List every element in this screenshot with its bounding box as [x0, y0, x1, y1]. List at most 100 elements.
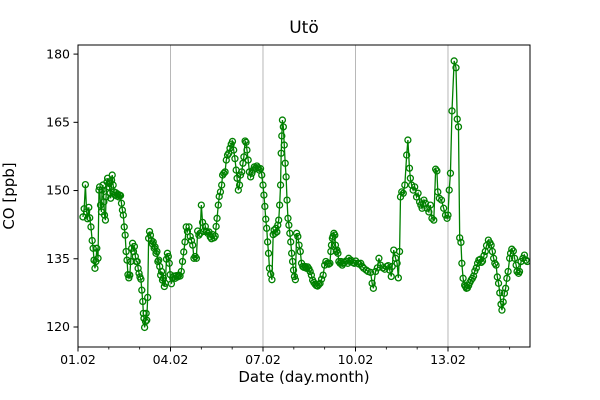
data-point-marker [214, 201, 222, 209]
data-point-marker [98, 186, 106, 194]
data-point-marker [337, 257, 345, 266]
data-point-marker [271, 229, 279, 237]
data-point-marker [231, 155, 239, 163]
data-point-marker [433, 167, 441, 175]
data-series [79, 57, 530, 332]
data-point-marker [399, 189, 407, 197]
x-axis-label: Date (day.month) [238, 368, 370, 386]
data-point-marker [180, 248, 188, 256]
data-point-marker [147, 236, 156, 245]
data-point-marker [119, 211, 127, 219]
data-point-marker [317, 275, 326, 283]
data-point-marker [101, 216, 110, 224]
data-point-marker [401, 181, 409, 189]
data-point-marker [368, 279, 376, 287]
data-point-marker [141, 317, 150, 326]
data-point-marker [488, 247, 497, 256]
data-point-marker [472, 264, 481, 272]
data-point-marker [489, 254, 498, 262]
data-point-marker [85, 203, 93, 212]
data-point-marker [434, 188, 442, 196]
data-point-marker [522, 256, 530, 264]
data-point-marker [153, 247, 161, 256]
data-point-marker [286, 229, 294, 237]
data-point-marker [118, 206, 127, 214]
data-point-marker [120, 223, 128, 231]
data-point-marker [280, 141, 288, 149]
data-point-marker [91, 264, 99, 272]
data-point-marker [405, 164, 414, 172]
data-point-marker [275, 216, 283, 224]
data-point-marker [215, 192, 223, 201]
y-tick-label: 165 [46, 115, 70, 130]
data-point-marker [157, 267, 166, 276]
data-point-marker [504, 267, 512, 276]
data-point-marker [100, 211, 109, 219]
plot-frame [77, 44, 531, 348]
data-point-marker [288, 257, 297, 266]
data-point-marker [109, 181, 117, 189]
data-point-marker [499, 298, 507, 306]
data-point-marker [454, 123, 463, 131]
x-tick-label: 13.02 [430, 352, 466, 367]
data-point-marker [277, 149, 285, 157]
data-point-marker [117, 199, 126, 207]
data-point-marker [500, 289, 509, 297]
data-point-marker [211, 232, 219, 240]
data-point-marker [89, 244, 97, 252]
data-point-marker [145, 227, 154, 236]
data-point-marker [275, 201, 284, 209]
data-point-marker [234, 186, 242, 194]
data-point-marker [126, 271, 134, 279]
data-point-marker [197, 201, 205, 209]
data-point-marker [329, 232, 337, 241]
data-point-marker [181, 238, 189, 246]
data-point-marker [387, 272, 395, 281]
data-point-marker [307, 271, 316, 279]
data-point-marker [505, 254, 514, 262]
data-point-marker [192, 254, 201, 262]
data-point-marker [201, 222, 209, 231]
data-point-marker [418, 204, 426, 212]
data-point-marker [319, 271, 327, 279]
data-point-marker [278, 116, 287, 124]
data-point-marker [81, 180, 90, 189]
data-point-marker [216, 188, 225, 196]
data-point-marker [458, 259, 466, 267]
data-point-marker [333, 246, 341, 254]
data-point-marker [121, 231, 129, 239]
data-point-marker [358, 262, 366, 271]
data-point-marker [164, 252, 172, 261]
data-point-marker [375, 254, 383, 262]
data-point-marker [186, 232, 194, 241]
data-point-marker [143, 316, 151, 324]
data-point-marker [290, 272, 299, 281]
data-point-marker [498, 306, 506, 314]
data-point-marker [260, 191, 268, 199]
data-point-marker [160, 282, 168, 291]
data-point-marker [492, 261, 500, 269]
data-point-marker [116, 191, 125, 200]
data-point-marker [494, 279, 503, 287]
data-point-marker [278, 132, 286, 140]
data-point-marker [273, 228, 281, 236]
data-point-marker [274, 221, 282, 229]
data-point-marker [218, 181, 226, 189]
data-point-marker [369, 284, 378, 292]
data-point-marker [262, 215, 270, 223]
data-point-marker [366, 268, 375, 277]
data-point-marker [196, 229, 204, 237]
data-point-marker [138, 286, 146, 294]
data-point-marker [394, 274, 403, 282]
data-point-marker [279, 123, 287, 131]
data-point-marker [226, 144, 234, 152]
data-point-marker [291, 276, 300, 284]
data-point-marker [453, 115, 461, 123]
data-point-marker [177, 267, 185, 276]
data-point-marker [384, 261, 392, 270]
data-point-marker [230, 146, 238, 154]
data-point-marker [281, 159, 289, 167]
data-point-marker [221, 168, 229, 176]
data-point-marker [371, 267, 380, 276]
